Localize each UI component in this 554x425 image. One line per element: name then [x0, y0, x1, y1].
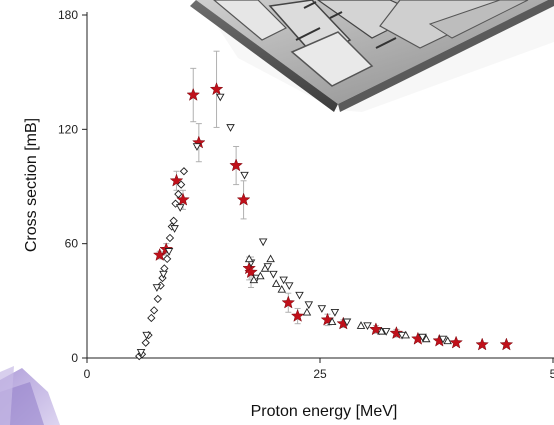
- data-point-star: [236, 192, 251, 206]
- data-point-triangle-up: [260, 264, 270, 272]
- y-tick-label: 0: [71, 351, 78, 365]
- data-point-triangle-up: [356, 321, 366, 329]
- data-point-triangle-down: [304, 301, 314, 310]
- data-point-star: [169, 173, 184, 187]
- data-point-triangle-down: [438, 335, 448, 344]
- data-point-triangle-down: [279, 276, 288, 285]
- y-axis-title: Cross section [mB]: [23, 118, 40, 252]
- y-tick-label: 120: [58, 122, 78, 136]
- data-point-triangle-down: [226, 124, 235, 132]
- data-point-triangle-down: [216, 93, 225, 102]
- y-tick-label: 60: [65, 237, 79, 251]
- data-point-triangle-down: [192, 143, 202, 151]
- data-point-triangle-down: [418, 333, 427, 342]
- data-point-diamond: [163, 254, 172, 264]
- data-point-triangle-down: [152, 284, 162, 292]
- data-point-triangle-down: [240, 171, 249, 180]
- data-point-triangle-down: [317, 305, 327, 313]
- data-point-triangle-down: [269, 270, 278, 279]
- y-tick-label: 180: [58, 8, 78, 22]
- data-point-triangle-up: [256, 271, 265, 280]
- data-point-triangle-up: [421, 334, 431, 343]
- data-point-triangle-up: [244, 254, 254, 263]
- data-point-triangle-down: [159, 270, 168, 279]
- data-point-diamond: [149, 306, 159, 315]
- data-point-triangle-up: [401, 330, 411, 339]
- data-point-triangle-down: [284, 282, 294, 291]
- data-point-triangle-down: [175, 204, 185, 212]
- data-point-diamond: [179, 167, 189, 176]
- data-point-triangle-down: [330, 309, 340, 317]
- data-point-diamond: [169, 216, 178, 225]
- data-point-star: [281, 295, 296, 309]
- data-point-triangle-up: [266, 254, 275, 263]
- data-point-diamond: [160, 264, 169, 273]
- data-point-triangle-down: [142, 331, 151, 340]
- data-point-triangle-down: [258, 238, 268, 247]
- data-point-diamond: [174, 189, 183, 199]
- x-tick-label: 5: [550, 367, 554, 381]
- data-point-triangle-up: [327, 317, 337, 326]
- data-point-diamond: [153, 294, 162, 304]
- data-point-triangle-down: [363, 322, 372, 331]
- axis-ticks: 0 60 120 180 0 25 5: [58, 8, 554, 381]
- data-point-star: [499, 337, 514, 351]
- data-point-triangle-down: [381, 328, 391, 336]
- data-point-star: [475, 337, 489, 351]
- data-point-triangle-up: [271, 279, 281, 287]
- data-point-triangle-up: [249, 275, 259, 284]
- data-point-triangle-up: [377, 326, 386, 335]
- data-points: [135, 82, 514, 361]
- data-point-triangle-up: [443, 336, 452, 345]
- data-point-triangle-down: [164, 248, 174, 256]
- data-point-diamond: [165, 233, 175, 243]
- data-point-star: [209, 82, 224, 96]
- data-point-star: [290, 308, 305, 322]
- data-point-star: [186, 87, 201, 101]
- x-tick-label: 0: [84, 367, 91, 381]
- data-point-diamond: [141, 338, 150, 347]
- data-point-star: [369, 322, 383, 336]
- data-point-star: [229, 158, 243, 172]
- data-point-star: [449, 335, 463, 349]
- x-tick-label: 25: [313, 367, 327, 381]
- data-point-star: [389, 325, 404, 340]
- data-point-triangle-up: [277, 284, 287, 293]
- data-point-triangle-down: [170, 225, 179, 233]
- data-point-triangle-up: [302, 307, 312, 316]
- data-point-triangle-down: [295, 291, 304, 300]
- decorative-building-render: [190, 0, 554, 112]
- decorative-purple-shape: [0, 366, 60, 425]
- data-point-diamond: [176, 180, 186, 189]
- data-point-triangle-down: [342, 318, 352, 327]
- data-point-star: [244, 265, 258, 279]
- x-axis-title: Proton energy [MeV]: [251, 403, 398, 420]
- data-point-triangle-down: [136, 349, 146, 357]
- data-point-diamond: [147, 313, 156, 323]
